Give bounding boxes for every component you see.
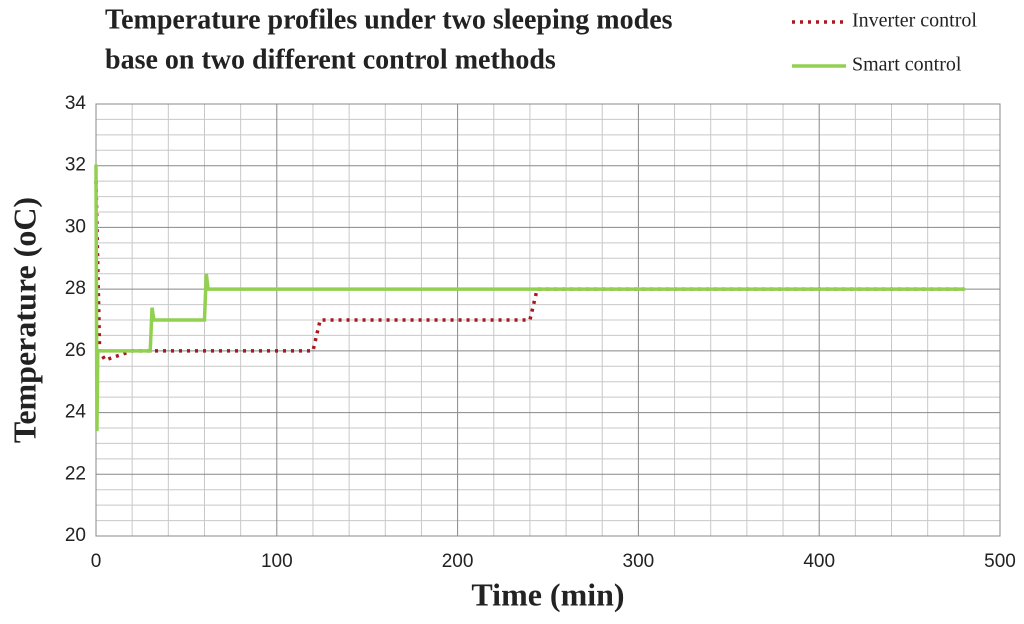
y-tick-label: 22 bbox=[65, 463, 86, 484]
y-tick-label: 24 bbox=[65, 402, 87, 423]
x-tick-label: 400 bbox=[803, 551, 835, 572]
x-axis-label: Time (min) bbox=[471, 576, 624, 612]
data-line bbox=[94, 163, 966, 432]
x-tick-label: 100 bbox=[261, 551, 293, 572]
y-tick-label: 30 bbox=[65, 216, 86, 237]
y-tick-label: 32 bbox=[65, 155, 86, 176]
x-tick-label: 200 bbox=[442, 551, 474, 572]
x-tick-label: 500 bbox=[984, 551, 1016, 572]
x-tick-label: 300 bbox=[623, 551, 655, 572]
x-tick-label: 0 bbox=[91, 551, 102, 572]
chart-title: base on two different control methods bbox=[105, 44, 556, 75]
y-tick-label: 28 bbox=[65, 278, 86, 299]
chart-title: Temperature profiles under two sleeping … bbox=[105, 4, 673, 35]
legend-label: Inverter control bbox=[852, 10, 977, 32]
y-tick-label: 34 bbox=[65, 93, 87, 114]
y-axis-label: Temperature (oC) bbox=[6, 197, 42, 443]
y-tick-label: 26 bbox=[65, 340, 86, 361]
legend-label: Smart control bbox=[852, 54, 962, 76]
y-tick-label: 20 bbox=[65, 525, 86, 546]
